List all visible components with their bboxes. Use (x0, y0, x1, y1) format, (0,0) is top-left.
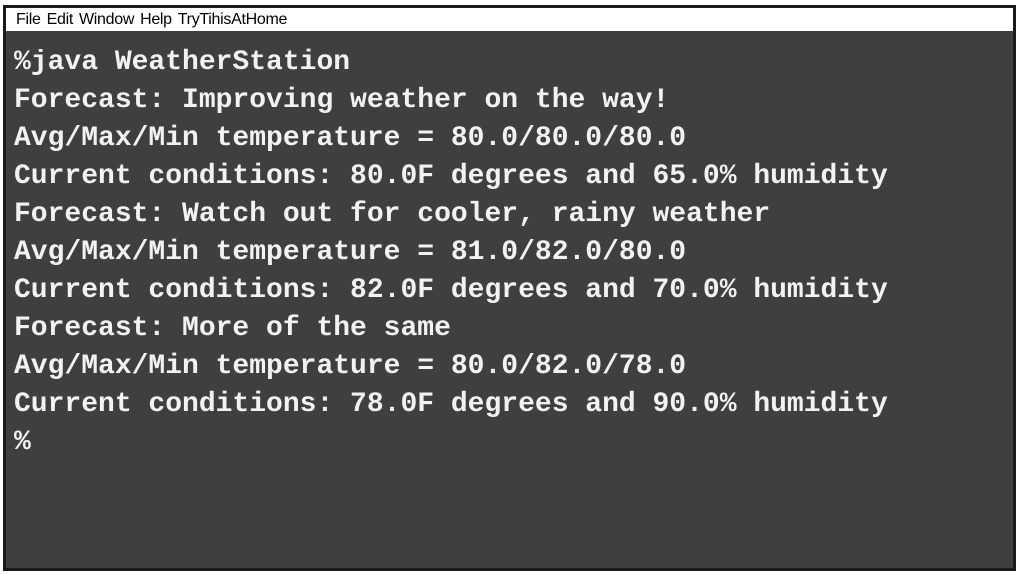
menu-item[interactable]: TryTihisAtHome (177, 10, 288, 28)
terminal-line: Current conditions: 80.0F degrees and 65… (14, 161, 888, 192)
terminal-window: File Edit Window Help TryTihisAtHome %ja… (3, 5, 1016, 571)
terminal-line: % (14, 427, 31, 458)
menu-item[interactable]: File (16, 10, 41, 28)
terminal-line: %java WeatherStation (14, 47, 351, 78)
terminal-line: Avg/Max/Min temperature = 80.0/80.0/80.0 (14, 123, 687, 154)
menu-item[interactable]: Help (140, 10, 172, 28)
menu-item[interactable]: Edit (46, 10, 74, 28)
terminal-line: Avg/Max/Min temperature = 81.0/82.0/80.0 (14, 237, 687, 268)
terminal-line: Forecast: More of the same (14, 313, 451, 344)
terminal-line: Current conditions: 82.0F degrees and 70… (14, 275, 888, 306)
terminal-line: Forecast: Improving weather on the way! (14, 85, 670, 116)
terminal-line: Avg/Max/Min temperature = 80.0/82.0/78.0 (14, 351, 687, 382)
terminal-output: %java WeatherStation Forecast: Improving … (6, 31, 1013, 462)
terminal-line: Forecast: Watch out for cooler, rainy we… (14, 199, 771, 230)
menu-bar: File Edit Window Help TryTihisAtHome (6, 8, 1013, 31)
terminal-line: Current conditions: 78.0F degrees and 90… (14, 389, 888, 420)
menu-item[interactable]: Window (78, 10, 135, 28)
